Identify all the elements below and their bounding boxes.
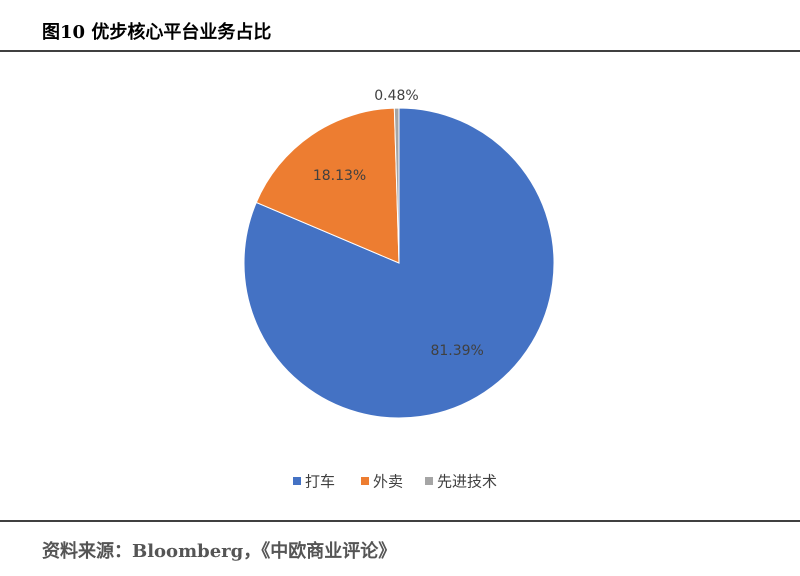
legend-swatch bbox=[361, 477, 369, 485]
data-label: 81.39% bbox=[430, 343, 483, 359]
legend-label: 打车 bbox=[305, 473, 335, 491]
source-note: 资料来源：Bloomberg，《中欧商业评论》 bbox=[42, 540, 396, 562]
data-label: 0.48% bbox=[374, 88, 418, 104]
legend-label: 外卖 bbox=[373, 473, 403, 491]
pie-slice bbox=[255, 107, 400, 264]
legend-label: 先进技术 bbox=[437, 473, 497, 491]
legend-swatch bbox=[293, 477, 301, 485]
pie-slice bbox=[393, 107, 400, 264]
pie-slice bbox=[243, 107, 555, 419]
chart-title: 图10 优步核心平台业务占比 bbox=[42, 21, 271, 43]
data-label: 18.13% bbox=[313, 168, 366, 184]
legend-swatch bbox=[425, 477, 433, 485]
